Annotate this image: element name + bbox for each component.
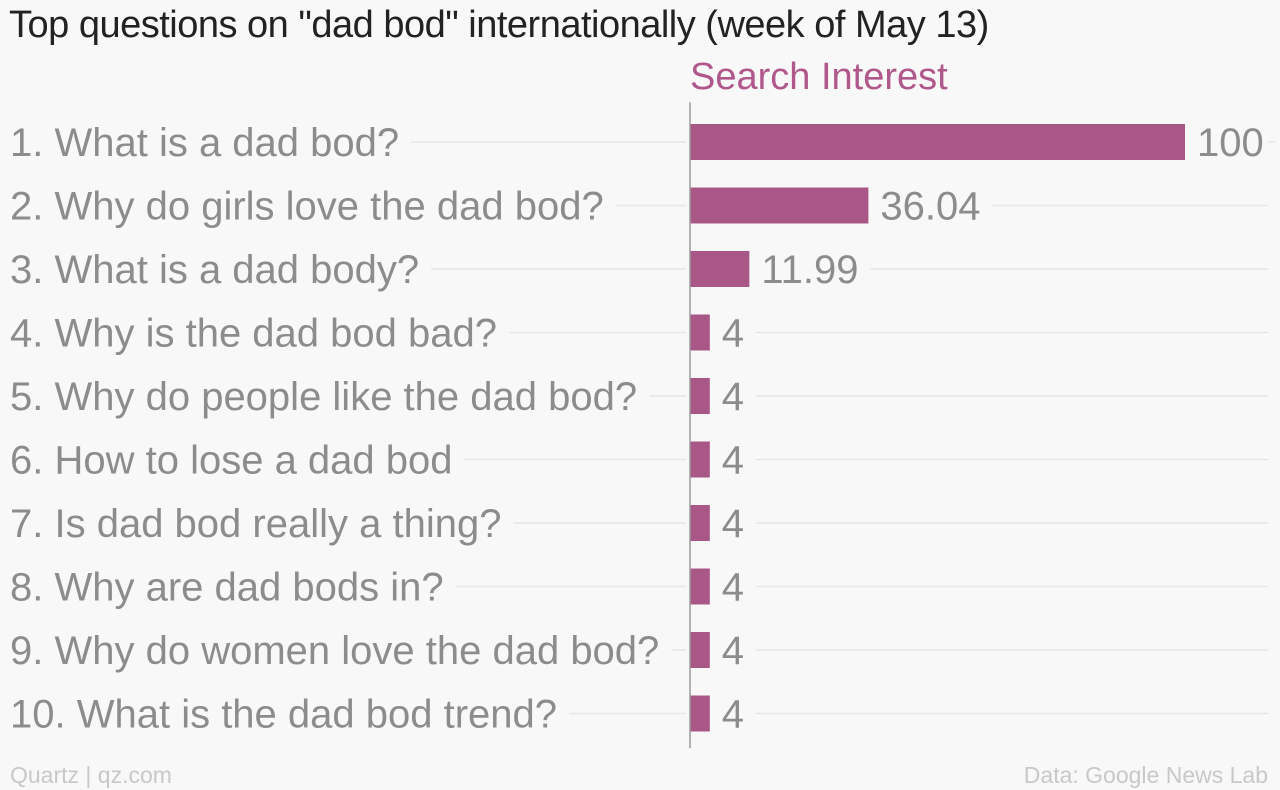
bar (690, 187, 869, 224)
footer-source-left: Quartz | qz.com (10, 762, 172, 788)
bar (690, 632, 710, 668)
value-label: 4 (722, 375, 744, 419)
value-labels: 100 36.04 11.99 4 4 4 4 4 4 4 (722, 121, 1264, 737)
value-label: 36.04 (880, 185, 980, 229)
value-label: 4 (722, 439, 744, 483)
chart-title: Top questions on "dad bod" international… (9, 4, 989, 46)
bar (690, 124, 1185, 160)
bar (690, 695, 710, 732)
value-label: 4 (722, 629, 744, 673)
bar (690, 568, 710, 605)
value-label: 4 (722, 566, 744, 610)
category-labels: 1. What is a dad bod? 2. Why do girls lov… (10, 121, 659, 737)
value-label: 4 (722, 502, 744, 546)
category-label: 5. Why do people like the dad bod? (10, 375, 637, 419)
category-label: 10. What is the dad bod trend? (10, 693, 557, 737)
value-label: 11.99 (761, 248, 858, 292)
category-label: 8. Why are dad bods in? (10, 566, 444, 610)
category-label: 3. What is a dad body? (10, 248, 419, 292)
bar (690, 505, 710, 541)
category-label: 1. What is a dad bod? (10, 121, 399, 165)
value-label: 100 (1197, 121, 1264, 165)
category-label: 4. Why is the dad bod bad? (10, 312, 497, 356)
series-header: Search Interest (690, 56, 948, 98)
value-label: 4 (722, 693, 744, 737)
bar (690, 314, 710, 351)
bars (690, 124, 1185, 732)
category-label: 7. Is dad bod really a thing? (10, 502, 501, 546)
footer-source-right: Data: Google News Lab (1023, 762, 1268, 788)
category-label: 9. Why do women love the dad bod? (10, 629, 659, 673)
value-label: 4 (722, 312, 744, 356)
bar (690, 441, 710, 478)
bar (690, 251, 750, 287)
category-label: 2. Why do girls love the dad bod? (10, 185, 604, 229)
bar (690, 378, 710, 414)
gridlines (411, 141, 1276, 715)
category-label: 6. How to lose a dad bod (10, 439, 453, 483)
